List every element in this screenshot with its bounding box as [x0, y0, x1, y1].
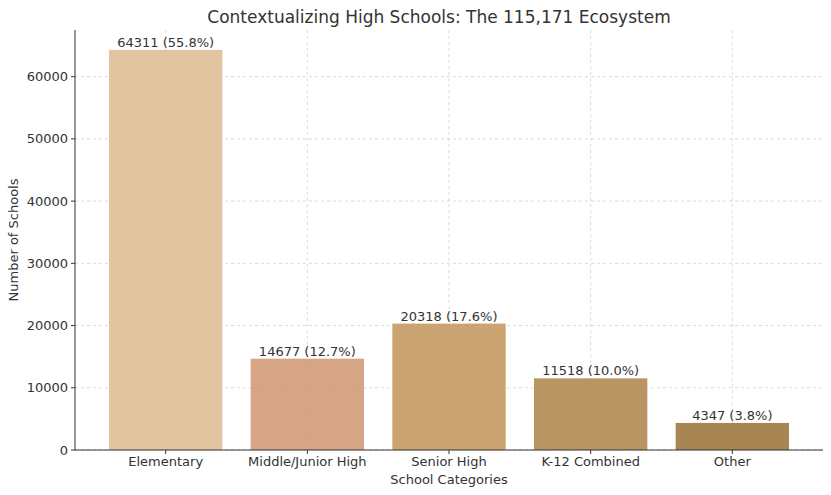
- y-tick-label: 30000: [27, 256, 68, 271]
- y-tick-label: 60000: [27, 69, 68, 84]
- x-tick-label: K-12 Combined: [541, 454, 640, 469]
- x-tick-label: Other: [714, 454, 752, 469]
- y-tick: [71, 138, 75, 139]
- y-tick-label: 50000: [27, 131, 68, 146]
- bar: [534, 378, 647, 450]
- data-label: 64311 (55.8%): [117, 35, 214, 50]
- data-label: 14677 (12.7%): [259, 344, 356, 359]
- grid: [75, 30, 823, 450]
- data-label: 4347 (3.8%): [692, 408, 772, 423]
- y-tick: [71, 76, 75, 77]
- y-tick: [71, 201, 75, 202]
- y-axis-label: Number of Schools: [6, 178, 21, 301]
- x-tick-label: Middle/Junior High: [248, 454, 367, 469]
- y-tick-label: 20000: [27, 318, 68, 333]
- x-tick-label: Senior High: [411, 454, 486, 469]
- x-axis-label: School Categories: [390, 472, 508, 487]
- y-axis-line: [75, 30, 76, 450]
- data-label: 20318 (17.6%): [401, 309, 498, 324]
- y-tick: [71, 325, 75, 326]
- chart-svg: 0 10000 20000 30000 40000 50000 60000 Elementar…: [0, 0, 831, 495]
- y-tick: [71, 387, 75, 388]
- bar: [676, 423, 789, 450]
- bar: [109, 50, 222, 450]
- y-tick-label: 10000: [27, 380, 68, 395]
- bar: [392, 324, 505, 450]
- x-tick-label: Elementary: [128, 454, 203, 469]
- y-tick: [71, 450, 75, 451]
- chart-title: Contextualizing High Schools: The 115,17…: [207, 7, 670, 27]
- bars: [109, 50, 789, 450]
- y-tick-label: 40000: [27, 194, 68, 209]
- y-tick: [71, 263, 75, 264]
- y-tick-label: 0: [60, 443, 68, 458]
- x-grid-line: [732, 30, 733, 450]
- bar: [251, 359, 364, 450]
- data-label: 11518 (10.0%): [542, 363, 639, 378]
